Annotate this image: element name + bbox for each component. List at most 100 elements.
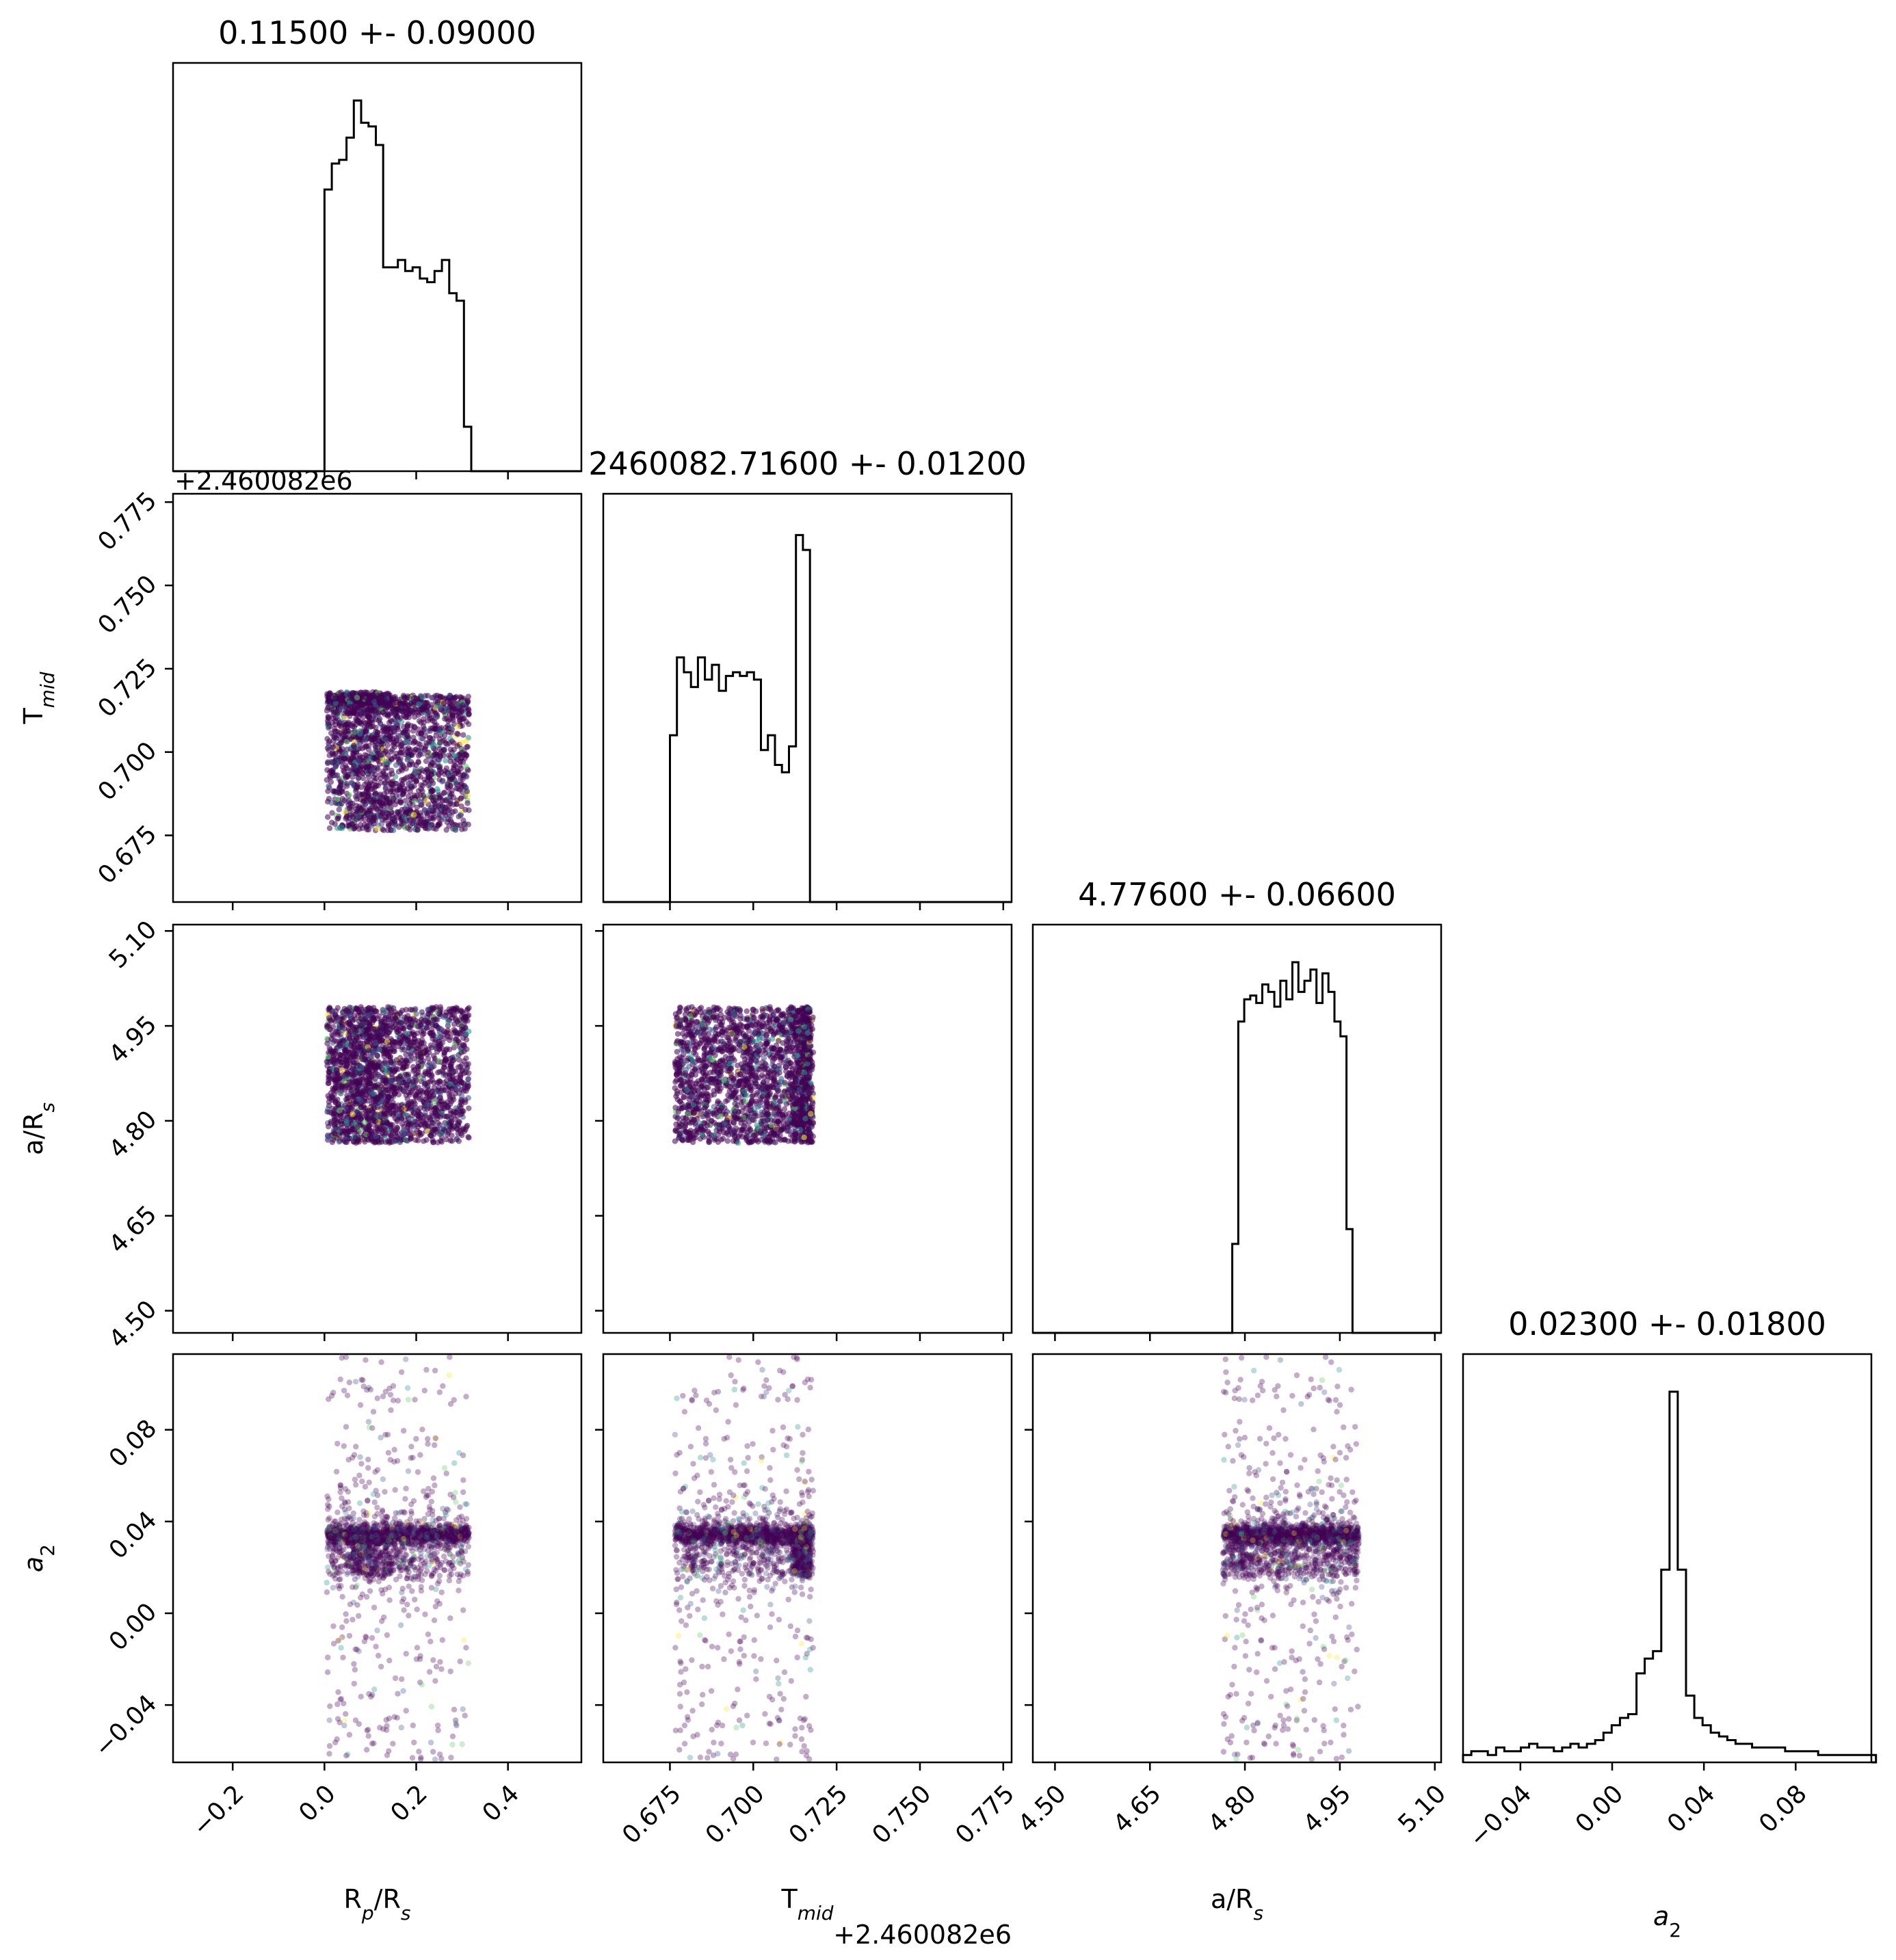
scatter-point: [324, 691, 330, 697]
scatter-point: [371, 778, 378, 784]
scatter-point: [434, 786, 440, 792]
scatter-point: [360, 758, 367, 765]
scatter-point: [347, 1005, 353, 1011]
scatter-point: [338, 1085, 344, 1091]
scatter-point: [350, 1051, 357, 1058]
scatter-point: [367, 808, 374, 814]
scatter-point: [351, 1042, 357, 1048]
scatter-point: [430, 780, 436, 786]
scatter-point: [350, 1072, 356, 1079]
scatter-point: [418, 786, 424, 792]
scatter-point: [398, 1115, 404, 1122]
scatter-point: [330, 738, 337, 744]
scatter-point: [459, 708, 465, 715]
scatter-point: [437, 739, 443, 746]
scatter-point: [343, 1117, 350, 1124]
scatter-point: [361, 689, 368, 696]
scatter-point: [448, 1115, 455, 1122]
scatter-point: [408, 1052, 414, 1059]
scatter-point: [448, 769, 454, 775]
scatter-point: [440, 1014, 447, 1020]
scatter-point: [449, 1011, 456, 1018]
scatter-point: [436, 766, 443, 773]
scatter-point: [330, 712, 337, 718]
scatter-point: [459, 1132, 465, 1139]
scatter-point: [371, 1072, 378, 1078]
scatter-point: [384, 789, 391, 795]
scatter-point: [369, 767, 376, 773]
scatter-point: [376, 717, 382, 724]
scatter-point: [394, 787, 401, 794]
scatter-point: [439, 797, 445, 804]
scatter-point: [436, 776, 443, 783]
scatter-point: [406, 1121, 412, 1128]
scatter-point: [404, 1031, 410, 1037]
scatter-point: [387, 1042, 393, 1048]
scatter-point: [360, 1021, 367, 1027]
scatter-point: [413, 1011, 419, 1017]
scatter-point: [412, 714, 418, 720]
scatter-point: [372, 791, 378, 797]
scatter-point: [418, 735, 424, 741]
scatter-point: [412, 798, 418, 804]
scatter-point: [449, 1065, 455, 1072]
scatter-point: [415, 730, 421, 737]
scatter-point: [394, 798, 400, 804]
scatter-point: [408, 1104, 414, 1111]
scatter-point: [423, 758, 430, 765]
scatter-point: [334, 1070, 341, 1076]
scatter-point: [352, 793, 359, 799]
scatter-point: [460, 732, 466, 738]
scatter-point: [439, 1102, 445, 1108]
scatter-point: [419, 1039, 425, 1046]
scatter-point: [339, 705, 345, 712]
scatter-point: [328, 758, 334, 765]
scatter-point: [330, 1024, 337, 1030]
scatter-point: [409, 1007, 415, 1013]
scatter-point: [419, 1009, 425, 1016]
scatter-point: [447, 746, 453, 753]
scatter-point: [417, 799, 423, 805]
scatter-point: [409, 1087, 416, 1094]
scatter-point: [332, 718, 339, 724]
scatter-point: [400, 777, 407, 783]
scatter-point: [378, 1137, 384, 1143]
scatter-point: [421, 716, 427, 722]
scatter-point: [455, 724, 461, 730]
scatter-point: [350, 742, 357, 749]
scatter-point: [401, 1129, 408, 1135]
scatter-point: [384, 1121, 391, 1127]
scatter-point: [360, 1088, 367, 1095]
scatter-point: [425, 782, 432, 789]
scatter-point: [458, 803, 464, 810]
scatter-point: [462, 1015, 468, 1021]
scatter-point: [389, 767, 395, 774]
scatter-point: [408, 752, 414, 758]
scatter-point: [334, 1096, 341, 1102]
scatter-point: [352, 1135, 359, 1141]
scatter-point: [351, 710, 357, 717]
scatter-point: [466, 807, 472, 813]
scatter-point: [350, 1111, 356, 1117]
scatter-point: [367, 1031, 373, 1037]
scatter-point: [384, 1050, 391, 1057]
scatter-point: [449, 709, 455, 716]
scatter-point: [384, 795, 391, 802]
scatter-point: [344, 1082, 351, 1088]
scatter-point: [454, 1126, 460, 1133]
scatter-point: [402, 797, 408, 804]
scatter-point: [440, 1064, 447, 1071]
scatter-point: [393, 793, 399, 799]
scatter-point: [376, 1046, 382, 1053]
scatter-point: [344, 773, 350, 780]
scatter-point: [384, 1097, 391, 1103]
scatter-point: [369, 1109, 376, 1115]
scatter-point: [380, 1120, 386, 1126]
scatter-point: [400, 790, 407, 796]
scatter-point: [408, 781, 414, 787]
scatter-point: [326, 747, 332, 754]
scatter-point: [398, 766, 404, 772]
scatter-point: [324, 1109, 330, 1115]
scatter-point: [415, 1115, 422, 1122]
